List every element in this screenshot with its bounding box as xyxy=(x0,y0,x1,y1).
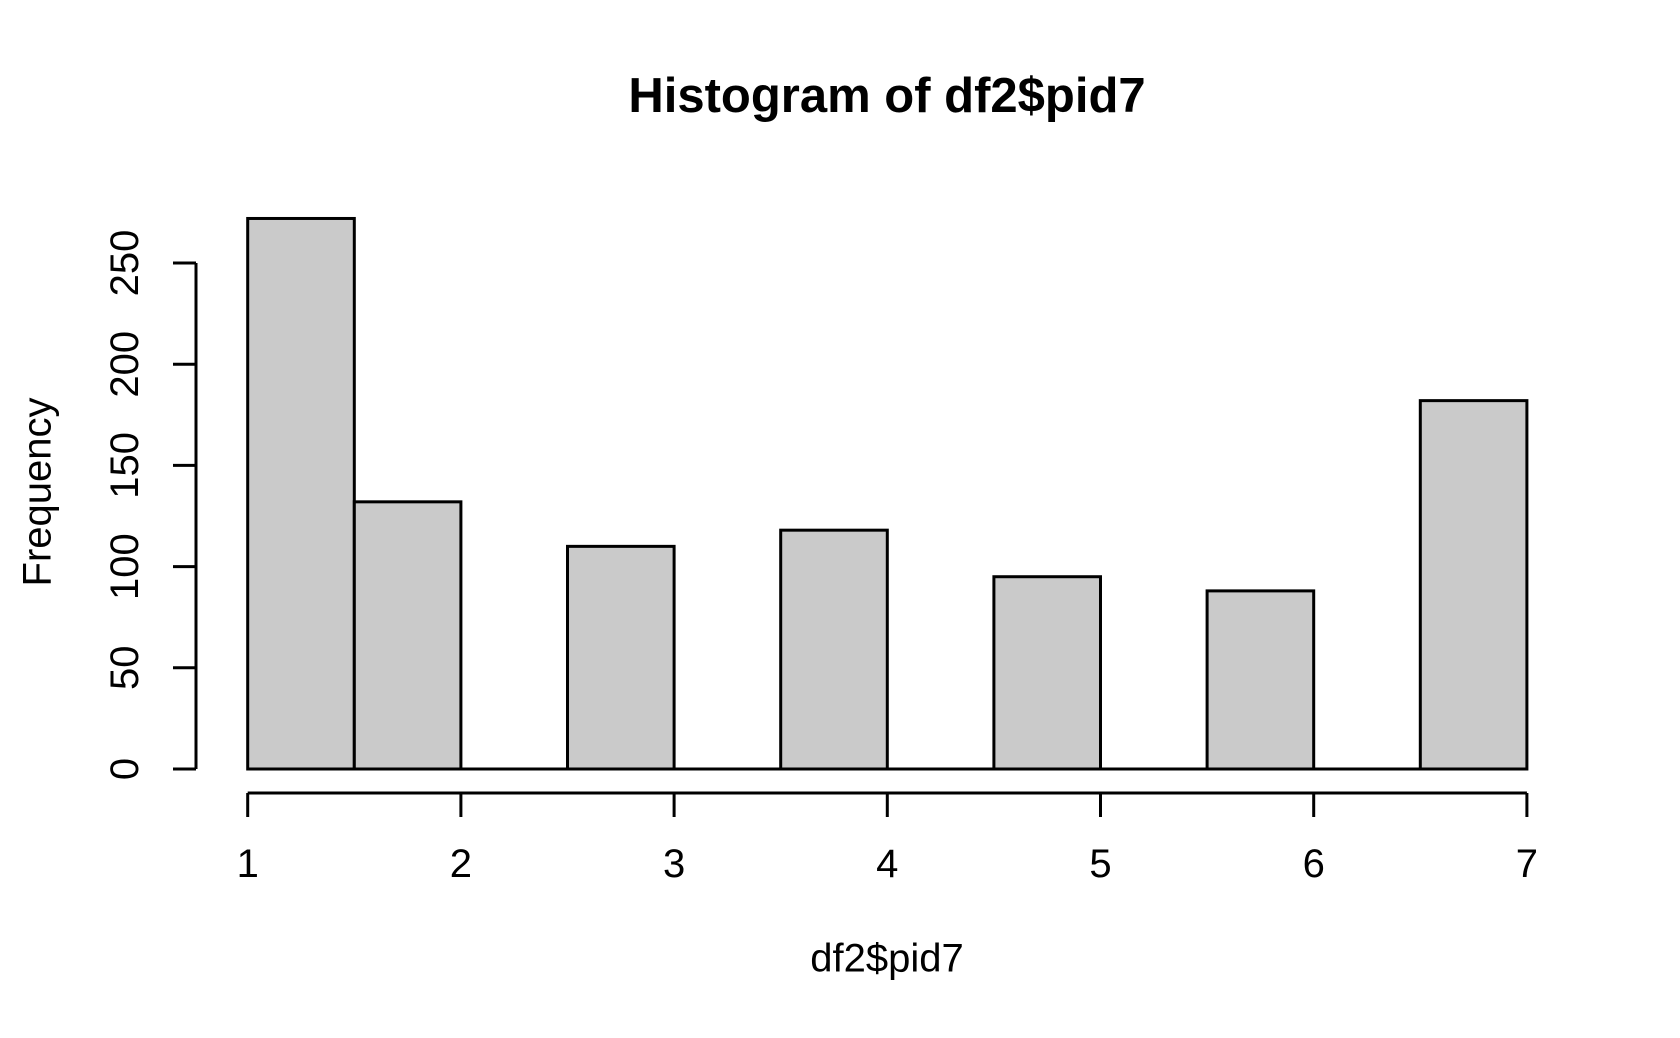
x-tick-label: 5 xyxy=(1089,842,1111,886)
histogram-bar xyxy=(1205,589,1316,771)
histogram-bar xyxy=(566,544,676,771)
x-tick-label: 7 xyxy=(1516,842,1538,886)
chart-title: Histogram of df2$pid7 xyxy=(628,69,1146,123)
y-tick-label: 200 xyxy=(103,331,147,398)
y-tick-label: 100 xyxy=(103,533,147,600)
x-tick-label: 3 xyxy=(663,842,685,886)
y-axis-label: Frequency xyxy=(15,397,60,587)
histogram-bar xyxy=(246,216,356,771)
y-tick-label: 0 xyxy=(103,758,147,780)
x-tick-label: 1 xyxy=(237,842,259,886)
histogram-bar xyxy=(1418,399,1529,771)
x-tick-label: 6 xyxy=(1303,842,1325,886)
histogram-bar xyxy=(779,528,889,771)
x-tick-label: 2 xyxy=(450,842,472,886)
y-tick-label: 250 xyxy=(103,230,147,297)
x-axis-label: df2$pid7 xyxy=(810,936,964,981)
y-tick-label: 50 xyxy=(103,646,147,691)
histogram-bar xyxy=(352,500,463,771)
x-tick-label: 4 xyxy=(876,842,898,886)
histogram-bar xyxy=(992,575,1103,771)
y-tick-label: 150 xyxy=(103,432,147,499)
